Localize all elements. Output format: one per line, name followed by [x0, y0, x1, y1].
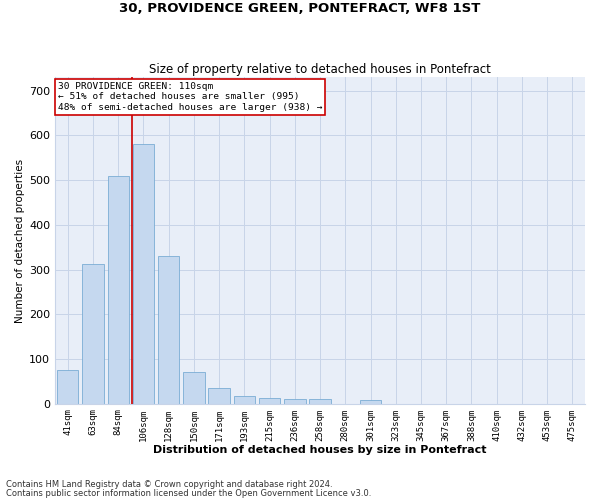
Bar [233, 396, 255, 404]
Bar [57, 370, 79, 404]
Bar [82, 264, 104, 404]
Text: Contains HM Land Registry data © Crown copyright and database right 2024.: Contains HM Land Registry data © Crown c… [6, 480, 332, 489]
Bar [208, 388, 230, 404]
Bar [259, 398, 280, 404]
Bar [310, 399, 331, 404]
Text: Contains public sector information licensed under the Open Government Licence v3: Contains public sector information licen… [6, 488, 371, 498]
Bar [183, 372, 205, 404]
X-axis label: Distribution of detached houses by size in Pontefract: Distribution of detached houses by size … [154, 445, 487, 455]
Bar [107, 176, 129, 404]
Bar [360, 400, 381, 404]
Title: Size of property relative to detached houses in Pontefract: Size of property relative to detached ho… [149, 63, 491, 76]
Y-axis label: Number of detached properties: Number of detached properties [15, 158, 25, 322]
Text: 30, PROVIDENCE GREEN, PONTEFRACT, WF8 1ST: 30, PROVIDENCE GREEN, PONTEFRACT, WF8 1S… [119, 2, 481, 16]
Bar [158, 256, 179, 404]
Text: 30 PROVIDENCE GREEN: 110sqm
← 51% of detached houses are smaller (995)
48% of se: 30 PROVIDENCE GREEN: 110sqm ← 51% of det… [58, 82, 322, 112]
Bar [284, 399, 305, 404]
Bar [133, 144, 154, 404]
